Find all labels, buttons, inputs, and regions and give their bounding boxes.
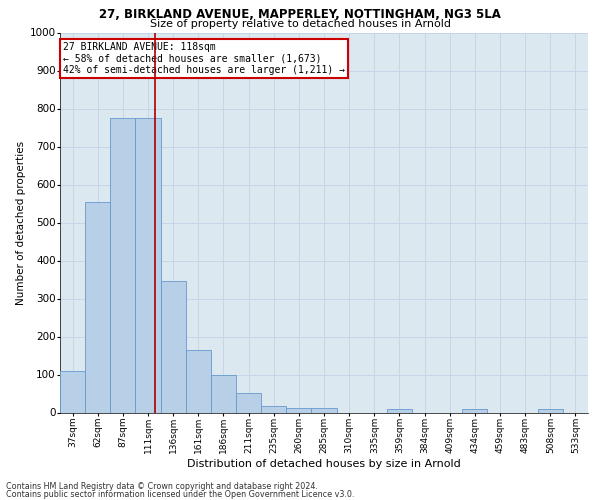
Text: Contains HM Land Registry data © Crown copyright and database right 2024.: Contains HM Land Registry data © Crown c… [6, 482, 318, 491]
Bar [261, 406, 286, 412]
Bar [60, 370, 85, 412]
Bar [538, 408, 563, 412]
Bar [311, 408, 337, 412]
Bar [236, 392, 261, 412]
Bar [211, 376, 236, 412]
Bar [387, 408, 412, 412]
Text: Size of property relative to detached houses in Arnold: Size of property relative to detached ho… [149, 19, 451, 29]
Bar [462, 408, 487, 412]
Text: Contains public sector information licensed under the Open Government Licence v3: Contains public sector information licen… [6, 490, 355, 499]
Bar [286, 408, 311, 412]
Bar [186, 350, 211, 412]
Bar [85, 202, 110, 412]
Bar [136, 118, 161, 412]
Bar [110, 118, 136, 412]
X-axis label: Distribution of detached houses by size in Arnold: Distribution of detached houses by size … [187, 458, 461, 468]
Y-axis label: Number of detached properties: Number of detached properties [16, 140, 26, 304]
Text: 27, BIRKLAND AVENUE, MAPPERLEY, NOTTINGHAM, NG3 5LA: 27, BIRKLAND AVENUE, MAPPERLEY, NOTTINGH… [99, 8, 501, 20]
Text: 27 BIRKLAND AVENUE: 118sqm
← 58% of detached houses are smaller (1,673)
42% of s: 27 BIRKLAND AVENUE: 118sqm ← 58% of deta… [62, 42, 344, 75]
Bar [161, 282, 186, 412]
